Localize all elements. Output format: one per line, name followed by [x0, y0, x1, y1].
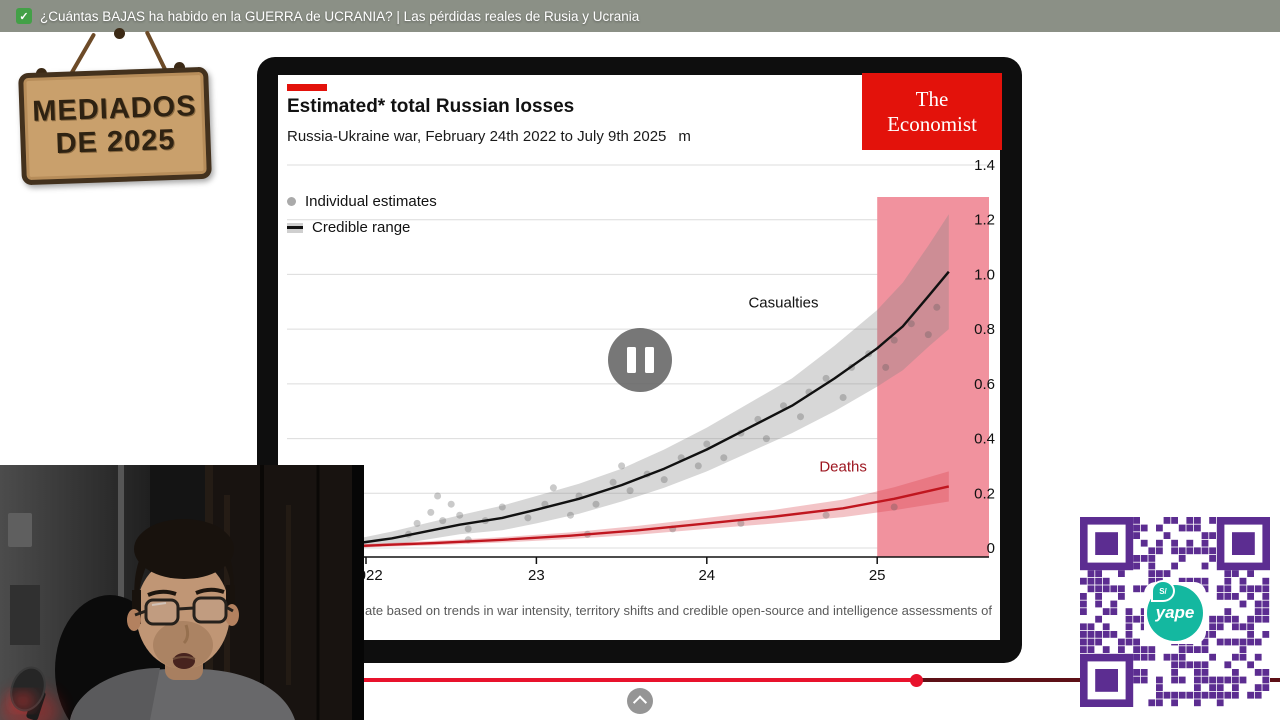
legend-individual-estimates: Individual estimates	[287, 193, 437, 210]
chart-unit-label: m	[678, 128, 691, 145]
svg-text:24: 24	[698, 567, 715, 584]
svg-text:1.0: 1.0	[974, 266, 995, 283]
economist-logo-line1: The	[915, 86, 949, 111]
sign-board: MEDIADOS DE 2025	[18, 66, 212, 186]
yape-logo-circle: yape S/	[1147, 580, 1203, 641]
credible-range-marker-icon	[287, 222, 303, 233]
svg-text:Deaths: Deaths	[819, 458, 867, 475]
chart-subtitle: Russia-Ukraine war, February 24th 2022 t…	[287, 128, 691, 145]
qr-pattern	[1080, 517, 1270, 707]
legend-credible-range: Credible range	[287, 219, 437, 236]
webcam-overlay	[0, 465, 364, 725]
legend-individual-label: Individual estimates	[305, 193, 437, 210]
svg-text:25: 25	[869, 567, 886, 584]
qr-code: yape S/	[1080, 517, 1270, 709]
video-title-bar: ✓ ¿Cuántas BAJAS ha habido en la GUERRA …	[0, 0, 1280, 32]
economist-logo: The Economist	[862, 73, 1002, 150]
svg-text:0.8: 0.8	[974, 321, 995, 338]
svg-text:23: 23	[528, 567, 545, 584]
svg-text:0.6: 0.6	[974, 376, 995, 393]
svg-text:Casualties: Casualties	[748, 294, 818, 311]
sign-knot-icon	[114, 28, 125, 39]
economist-logo-line2: Economist	[887, 111, 977, 136]
svg-text:0: 0	[987, 540, 995, 557]
pause-button[interactable]	[608, 328, 672, 392]
legend-credible-label: Credible range	[312, 219, 411, 236]
currency-bubble-icon: S/	[1151, 580, 1175, 602]
chevron-up-icon	[632, 695, 648, 710]
video-title: ¿Cuántas BAJAS ha habido en la GUERRA de…	[40, 8, 640, 24]
playhead[interactable]	[910, 673, 924, 687]
accent-bar	[287, 84, 327, 91]
yape-logo-text: yape	[1155, 603, 1195, 622]
microphone-icon	[0, 666, 60, 725]
chart-subtitle-text: Russia-Ukraine war, February 24th 2022 t…	[287, 128, 667, 145]
webcam-video	[0, 465, 364, 725]
svg-text:0.4: 0.4	[974, 431, 995, 448]
date-sign: MEDIADOS DE 2025	[18, 28, 214, 186]
pause-icon	[626, 347, 636, 373]
chart-legend: Individual estimates Credible range	[287, 193, 437, 236]
svg-text:1.2: 1.2	[974, 212, 995, 229]
svg-text:1.4: 1.4	[974, 157, 995, 174]
sign-line-2: DE 2025	[55, 123, 177, 161]
check-badge-icon: ✓	[16, 8, 32, 24]
chart-title: Estimated* total Russian losses	[287, 96, 575, 117]
progress-played	[0, 678, 917, 682]
chart-footnote: ate based on trends in war intensity, te…	[365, 603, 992, 618]
progress-bar[interactable]	[0, 673, 1280, 687]
yape-logo: yape S/	[1144, 580, 1206, 644]
pause-icon	[644, 347, 654, 373]
svg-text:0.2: 0.2	[974, 485, 995, 502]
estimate-dot-icon	[287, 197, 296, 206]
expand-button[interactable]	[627, 688, 653, 714]
